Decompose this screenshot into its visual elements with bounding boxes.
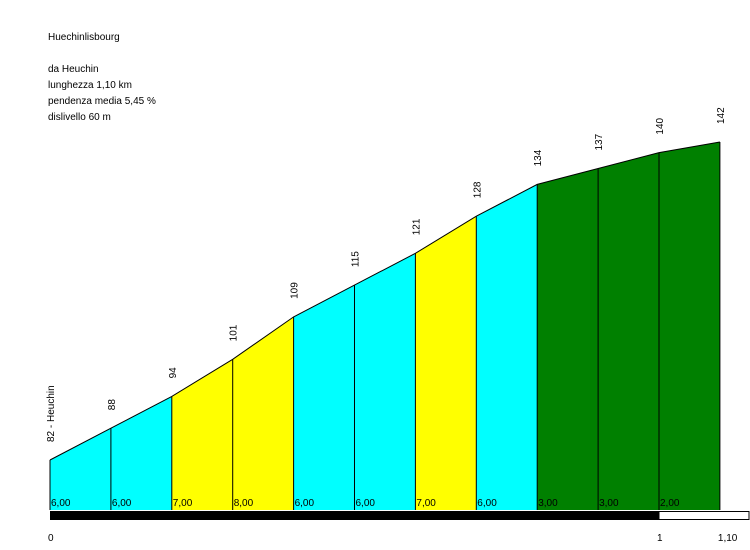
profile-segment xyxy=(354,253,416,511)
climb-elevation-gain: dislivello 60 m xyxy=(48,112,111,123)
altitude-label: 109 xyxy=(290,282,301,299)
climb-avg-gradient: pendenza media 5,45 % xyxy=(48,96,156,107)
x-tick-label: 0 xyxy=(48,533,54,544)
km-bar-partial xyxy=(658,511,750,520)
profile-segment xyxy=(476,184,538,510)
profile-segment xyxy=(415,216,477,510)
profile-segment xyxy=(293,285,355,510)
segment-gradient-label: 6,00 xyxy=(51,498,71,509)
profile-segment xyxy=(171,359,233,510)
km-bar-filled xyxy=(50,511,659,520)
climb-length: lunghezza 1,10 km xyxy=(48,80,132,91)
profile-segment xyxy=(50,428,111,510)
climb-title: Huechinlisbourg xyxy=(48,32,120,43)
climb-start: da Heuchin xyxy=(48,64,99,75)
profile-segment xyxy=(537,168,599,510)
segment-gradient-label: 6,00 xyxy=(356,498,376,509)
altitude-label: 115 xyxy=(351,251,362,267)
segment-gradient-label: 3,00 xyxy=(599,498,619,509)
segment-gradient-label: 7,00 xyxy=(173,498,193,509)
segment-gradient-label: 2,00 xyxy=(660,498,680,509)
segment-gradient-label: 6,00 xyxy=(477,498,497,509)
x-tick-label: 1,10 xyxy=(718,533,738,544)
altitude-label: 128 xyxy=(472,181,483,198)
segment-gradient-label: 8,00 xyxy=(234,498,254,509)
segment-gradient-label: 3,00 xyxy=(538,498,558,509)
profile-segment xyxy=(232,316,294,510)
segment-gradient-label: 6,00 xyxy=(295,498,315,509)
profile-line xyxy=(49,141,720,461)
altitude-label: 94 xyxy=(168,367,179,379)
altitude-label: 101 xyxy=(229,324,240,341)
profile-segment xyxy=(659,142,720,510)
profile-segment xyxy=(598,152,659,510)
climb-info: Huechinlisbourg da Heuchin lunghezza 1,1… xyxy=(48,30,156,126)
altitude-label: 134 xyxy=(533,149,544,166)
altitude-label: 82 - Heuchin xyxy=(46,385,57,442)
profile-segment xyxy=(110,396,172,510)
altitude-label: 137 xyxy=(594,133,605,150)
altitude-label: 140 xyxy=(655,117,666,134)
x-tick-label: 1 xyxy=(657,533,663,544)
altitude-label: 88 xyxy=(107,399,118,411)
altitude-label: 142 xyxy=(716,107,727,124)
segment-gradient-label: 6,00 xyxy=(112,498,132,509)
altitude-label: 121 xyxy=(411,218,422,235)
segment-gradient-label: 7,00 xyxy=(416,498,436,509)
